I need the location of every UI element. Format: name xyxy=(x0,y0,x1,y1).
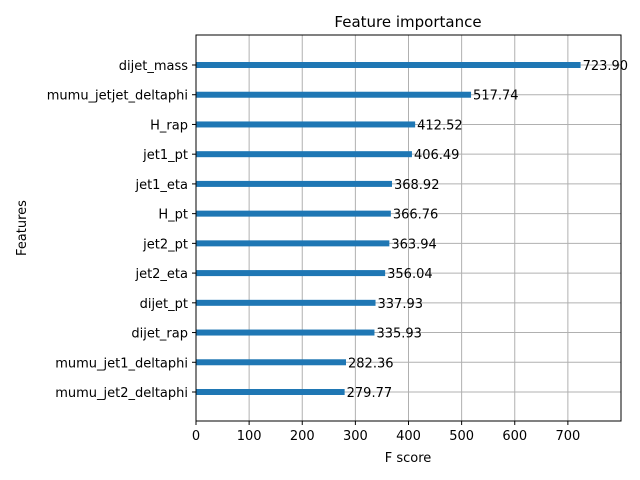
bar-dijet_rap xyxy=(196,329,375,336)
bar-mumu_jetjet_deltaphi xyxy=(196,91,472,98)
bar-mumu_jet1_deltaphi xyxy=(196,359,347,366)
bar-jet1_eta xyxy=(196,180,392,187)
bars xyxy=(196,62,581,395)
value-label-dijet_rap: 335.93 xyxy=(376,327,422,342)
value-label-H_pt: 366.76 xyxy=(393,208,439,223)
y-tick-label-dijet_mass: dijet_mass xyxy=(119,59,188,74)
x-tick-label: 600 xyxy=(502,429,527,444)
y-axis-ticks: dijet_mass mumu_jetjet_deltaphi H_rap jet1_… xyxy=(47,59,196,401)
x-tick-label: 400 xyxy=(396,429,421,444)
value-label-jet2_pt: 363.94 xyxy=(391,237,437,252)
bar-jet1_pt xyxy=(196,151,412,158)
value-label-jet2_eta: 356.04 xyxy=(387,267,433,282)
value-labels: 723.90 517.74 412.52 406.49 368.92 366.76 363.… xyxy=(347,59,628,401)
value-label-mumu_jetjet_deltaphi: 517.74 xyxy=(473,89,519,104)
bar-mumu_jet2_deltaphi xyxy=(196,389,345,395)
value-label-H_rap: 412.52 xyxy=(417,118,463,133)
bar-jet2_pt xyxy=(196,240,390,247)
x-tick-label: 700 xyxy=(555,429,580,444)
bar-dijet_mass xyxy=(196,62,581,68)
x-tick-label: 0 xyxy=(192,429,200,444)
chart-title: Feature importance xyxy=(334,13,481,31)
x-axis-ticks: 0 100 200 300 400 500 600 700 xyxy=(192,421,580,444)
bar-H_pt xyxy=(196,210,391,217)
x-tick-label: 200 xyxy=(290,429,315,444)
x-tick-label: 300 xyxy=(343,429,368,444)
y-tick-label-dijet_rap: dijet_rap xyxy=(131,327,188,342)
value-label-jet1_pt: 406.49 xyxy=(414,148,460,163)
y-tick-label-jet2_pt: jet2_pt xyxy=(142,237,188,252)
value-label-mumu_jet2_deltaphi: 279.77 xyxy=(347,386,393,401)
value-label-dijet_pt: 337.93 xyxy=(378,297,424,312)
value-label-mumu_jet1_deltaphi: 282.36 xyxy=(348,356,394,371)
x-axis-title: F score xyxy=(385,451,432,466)
value-label-jet1_eta: 368.92 xyxy=(394,178,440,193)
bar-jet2_eta xyxy=(196,270,386,277)
y-tick-label-dijet_pt: dijet_pt xyxy=(140,297,188,312)
y-tick-label-mumu_jet1_deltaphi: mumu_jet1_deltaphi xyxy=(55,356,188,371)
y-tick-label-H_rap: H_rap xyxy=(150,118,188,133)
x-tick-label: 500 xyxy=(449,429,474,444)
bar-dijet_pt xyxy=(196,299,376,306)
x-tick-label: 100 xyxy=(237,429,262,444)
y-axis-title: Features xyxy=(15,200,30,256)
plot-frame xyxy=(195,34,622,422)
y-tick-label-jet1_pt: jet1_pt xyxy=(142,148,188,163)
y-tick-label-jet2_eta: jet2_eta xyxy=(134,267,188,282)
y-tick-label-mumu_jetjet_deltaphi: mumu_jetjet_deltaphi xyxy=(47,89,188,104)
bar-H_rap xyxy=(196,121,416,128)
y-tick-label-mumu_jet2_deltaphi: mumu_jet2_deltaphi xyxy=(55,386,188,401)
value-label-dijet_mass: 723.90 xyxy=(583,59,629,74)
y-tick-label-jet1_eta: jet1_eta xyxy=(134,178,188,193)
y-tick-label-H_pt: H_pt xyxy=(158,208,188,223)
